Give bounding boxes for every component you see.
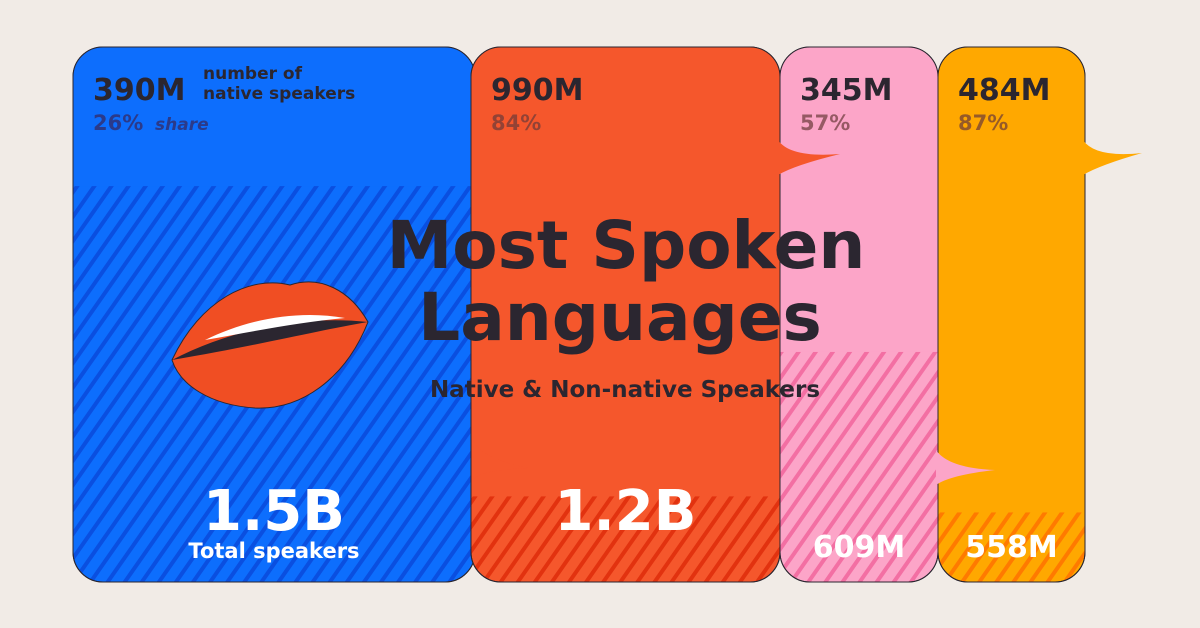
native-share-value: 26% [93, 111, 143, 135]
chart-title-line2: Languages [418, 279, 822, 356]
native-bar [471, 47, 780, 497]
native-speakers-value: 390M [93, 73, 185, 108]
native-share-value: 84% [491, 111, 541, 135]
chart-subtitle: Native & Non-native Speakers [430, 377, 820, 403]
speech-tail [1083, 140, 1142, 175]
native-speakers-value: 345M [800, 73, 892, 108]
language-panel: 345M 57% 609M [779, 46, 939, 583]
native-bar [73, 47, 475, 187]
total-label: Total speakers [188, 539, 359, 563]
speech-tail [473, 440, 528, 480]
language-panel: 484M 87% 558M [937, 46, 1086, 583]
total-speakers-value: 1.2B [555, 479, 697, 544]
native-speakers-value: 990M [491, 73, 583, 108]
native-label: number of [203, 64, 303, 84]
language-panel: 990M 84% 1.2B [470, 46, 781, 583]
lips-icon [171, 281, 369, 409]
total-speakers-value: 558M [965, 530, 1057, 565]
native-bar [780, 47, 938, 352]
total-speakers-value: 1.5B [203, 479, 345, 544]
speech-tail [778, 140, 840, 175]
chart-title-line1: Most Spoken [387, 207, 866, 284]
native-share-value: 87% [958, 111, 1008, 135]
share-label: share [155, 115, 209, 135]
speech-tail [936, 450, 995, 485]
total-speakers-value: 609M [813, 530, 905, 565]
native-bar [938, 47, 1085, 513]
native-label-2: native speakers [203, 84, 355, 104]
native-speakers-value: 484M [958, 73, 1050, 108]
native-share-value: 57% [800, 111, 850, 135]
